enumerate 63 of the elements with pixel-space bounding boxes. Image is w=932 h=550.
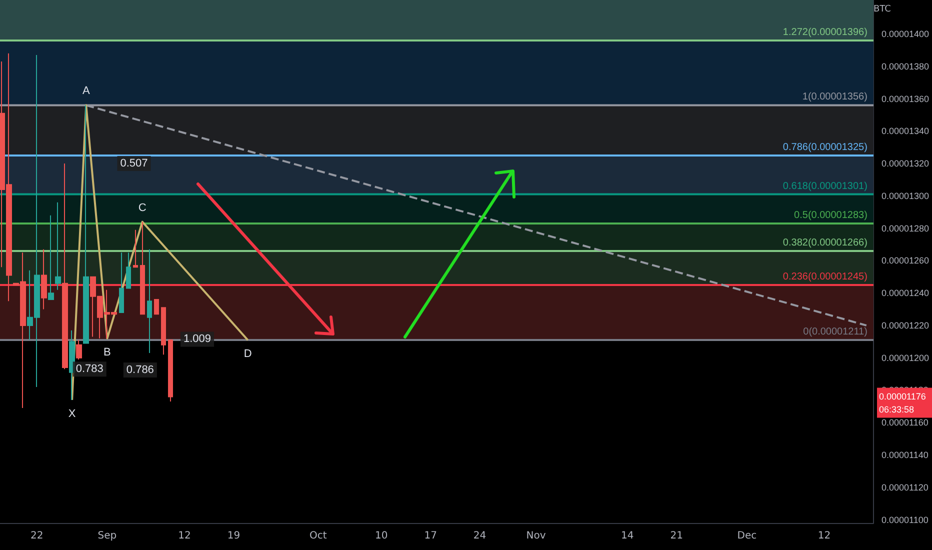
candlestick [140,221,145,315]
y-tick-label: 0.00001360 [881,94,930,104]
x-tick-label: 12 [818,530,831,542]
ref-line-label: 0.618(0.00001301) [782,180,868,192]
y-tick-label: 0.00001100 [881,514,928,525]
x-tick-label: Sep [98,530,117,542]
candlestick [41,248,47,310]
x-tick-label: 24 [473,530,486,542]
candlestick [168,340,173,402]
y-tick-label: 0.00001220 [881,320,930,330]
annotation: 0.783 [76,363,104,376]
x-tick-label: 14 [621,530,634,542]
x-tick-label: Dec [737,530,757,542]
x-tick-label: Nov [526,530,546,542]
y-tick-label: 0.00001160 [881,418,928,428]
candlestick [154,299,159,315]
ref-line-label: 0.236(0.00001245) [782,271,868,282]
candlestick [126,252,131,289]
annotation: C [138,202,146,214]
x-tick-label: 21 [670,530,683,542]
candlestick [69,330,75,400]
text: 0.00001176 [879,392,926,402]
ref-line-label: 0.786(0.00001325) [782,142,868,153]
annotation: 1.009 [184,333,212,346]
annotation: 0.786 [126,364,154,376]
candlestick [83,104,89,344]
y-axis-title: BTC [873,4,891,14]
candlestick [55,202,61,290]
y-tick-label: 0.00001380 [881,61,930,72]
y-tick-label: 0.00001120 [881,482,928,492]
y-tick-label: 0.00001260 [881,256,930,266]
y-tick-label: 0.00001300 [881,190,930,201]
annotation: X [68,408,76,420]
candlestick [133,229,138,268]
y-tick-label: 0.00001340 [881,126,930,136]
x-tick-label: 19 [227,530,240,542]
x-tick-label: 10 [375,530,388,542]
candlestick [62,163,68,370]
x-tick-label: Oct [309,530,327,542]
ref-line-label: 1(0.00001356) [802,92,868,103]
y-tick-label: 0.00001400 [881,29,930,40]
x-tick-label: 12 [178,530,191,542]
candlestick [147,248,152,354]
y-tick-label: 0.00001140 [881,450,928,460]
annotation: 0.507 [120,158,148,170]
candlestick [48,214,54,300]
annotation: B [104,346,111,358]
ref-line-label: 0.5(0.00001283) [794,210,868,221]
candlestick [76,340,82,360]
ref-line-label: 0.382(0.00001266) [782,237,868,248]
annotation: D [244,348,252,360]
y-tick-label: 0.00001240 [881,288,930,298]
text: 06:33:58 [879,404,914,415]
annotation: A [82,85,90,98]
candlestick [119,252,124,314]
candlestick [161,307,166,356]
ref-line-label: 0(0.00001211) [803,326,868,338]
x-tick-label: 22 [30,530,44,542]
ref-line-label: 1.272(0.00001396) [782,26,868,38]
y-tick-label: 0.00001320 [881,158,930,169]
y-tick-label: 0.00001200 [881,352,930,363]
y-tick-label: 0.00001280 [881,223,930,234]
x-tick-label: 17 [424,530,437,542]
